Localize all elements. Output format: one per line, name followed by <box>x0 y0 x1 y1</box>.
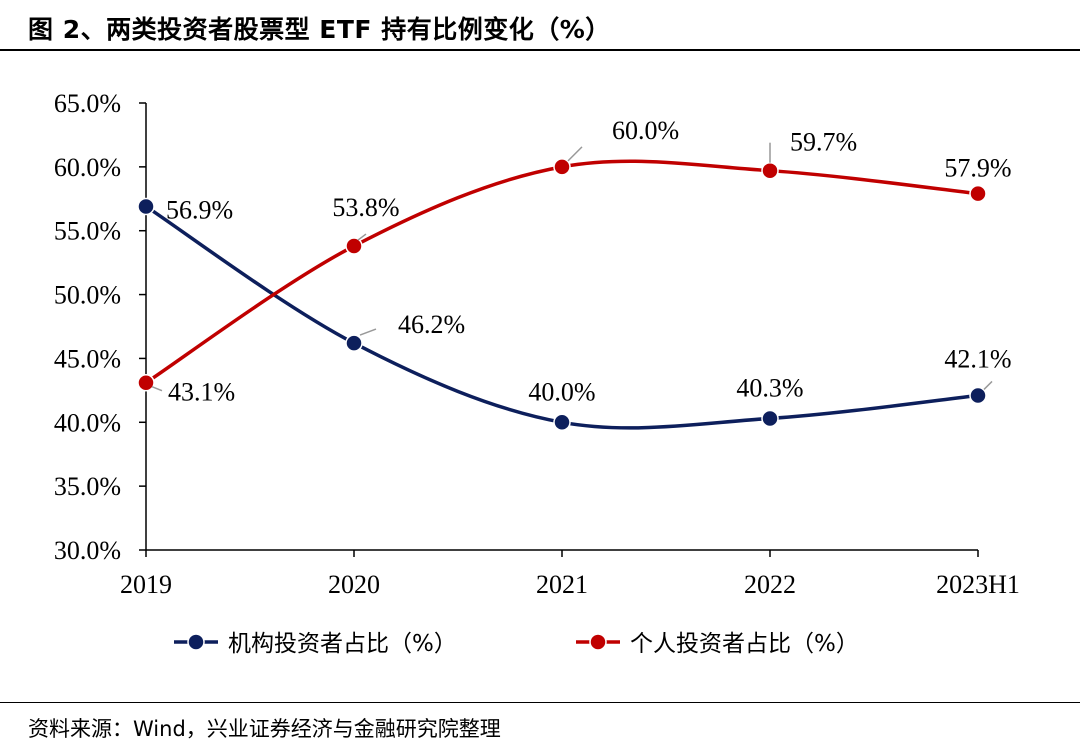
data-label: 40.3% <box>736 373 803 402</box>
title-divider <box>0 49 1080 51</box>
footer-divider <box>0 702 1080 703</box>
label-leader-line <box>151 385 163 392</box>
legend-label: 个人投资者占比（%） <box>630 631 859 657</box>
data-label: 40.0% <box>528 377 595 406</box>
x-tick-label: 2021 <box>536 570 588 599</box>
data-label: 43.1% <box>168 378 235 407</box>
y-tick-label: 50.0% <box>54 281 121 310</box>
data-point <box>137 373 155 392</box>
y-tick-label: 30.0% <box>54 536 121 565</box>
data-label: 57.9% <box>944 154 1011 183</box>
data-point <box>345 334 363 352</box>
chart-title: 图 2、两类投资者股票型 ETF 持有比例变化（%） <box>28 15 611 44</box>
data-point <box>553 158 571 176</box>
y-tick-label: 40.0% <box>54 408 121 437</box>
x-tick-label: 2019 <box>120 570 172 599</box>
y-tick-label: 60.0% <box>54 153 121 182</box>
data-label: 59.7% <box>790 128 857 157</box>
data-point <box>345 237 363 255</box>
legend-marker <box>589 633 607 651</box>
data-point <box>969 386 987 405</box>
data-point <box>137 197 155 216</box>
data-label: 56.9% <box>166 195 233 224</box>
data-label: 53.8% <box>332 193 399 222</box>
data-label: 42.1% <box>944 344 1011 373</box>
label-leader-line <box>983 380 993 390</box>
y-tick-label: 55.0% <box>54 217 121 246</box>
y-tick-label: 45.0% <box>54 344 121 373</box>
legend-marker <box>187 633 205 651</box>
data-label: 60.0% <box>612 116 679 145</box>
y-tick-label: 35.0% <box>54 472 121 501</box>
x-tick-label: 2023H1 <box>936 570 1020 599</box>
x-tick-label: 2022 <box>744 570 796 599</box>
data-point <box>761 161 779 180</box>
series-line <box>145 159 979 385</box>
label-leader-line <box>357 233 367 241</box>
legend-label: 机构投资者占比（%） <box>228 631 457 657</box>
label-leader-line <box>359 328 377 336</box>
x-tick-label: 2020 <box>328 570 380 599</box>
line-chart: 30.0% 35.0% 40.0% 45.0% 50.0% 55.0% 60.0% 65.0%… <box>54 89 1020 657</box>
data-point <box>969 184 987 203</box>
label-leader-line <box>567 146 583 162</box>
y-tick-label: 65.0% <box>54 89 121 118</box>
data-point <box>761 409 779 428</box>
source-note: 资料来源：Wind，兴业证券经济与金融研究院整理 <box>28 717 501 741</box>
data-point <box>553 413 571 432</box>
data-label: 46.2% <box>398 310 465 339</box>
